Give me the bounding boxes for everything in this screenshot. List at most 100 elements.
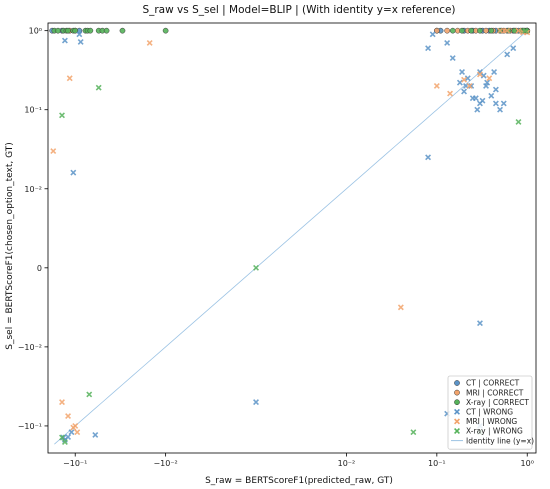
x-tick-label: 10⁻² bbox=[338, 459, 356, 468]
data-point bbox=[397, 304, 404, 311]
data-point bbox=[74, 429, 81, 436]
data-point bbox=[479, 97, 486, 104]
series-xray-wrong bbox=[59, 27, 529, 446]
data-points-layer bbox=[49, 27, 531, 446]
legend-label: X-ray | WRONG bbox=[466, 427, 523, 436]
data-point bbox=[61, 439, 68, 446]
data-point bbox=[522, 27, 529, 34]
data-point bbox=[425, 45, 432, 52]
y-tick-label: 0 bbox=[37, 264, 42, 273]
data-point bbox=[510, 45, 517, 52]
y-tick-label: −10⁻¹ bbox=[18, 422, 42, 431]
legend-marker bbox=[454, 399, 460, 406]
x-tick-label: 10⁻¹ bbox=[428, 459, 446, 468]
y-tick-label: 10⁻² bbox=[24, 185, 42, 194]
data-point bbox=[50, 148, 57, 155]
data-point bbox=[515, 118, 522, 125]
x-tick-label: −10⁻² bbox=[153, 459, 177, 468]
data-point bbox=[488, 92, 495, 99]
data-point bbox=[491, 69, 498, 75]
legend-label: CT | WRONG bbox=[466, 408, 513, 417]
legend-label: MRI | WRONG bbox=[466, 417, 517, 426]
data-point bbox=[456, 79, 463, 86]
data-point bbox=[68, 429, 75, 436]
x-axis-label: S_raw = BERTScoreF1(predicted_raw, GT) bbox=[205, 476, 393, 486]
data-point bbox=[459, 27, 465, 34]
y-tick-label: 10⁰ bbox=[29, 27, 42, 36]
data-point bbox=[497, 106, 503, 113]
x-tick-label: 10⁰ bbox=[521, 459, 534, 468]
data-point bbox=[66, 75, 73, 82]
data-point bbox=[461, 88, 468, 95]
data-point bbox=[492, 86, 499, 93]
data-point bbox=[459, 69, 466, 75]
data-point bbox=[65, 27, 71, 34]
data-point bbox=[449, 27, 456, 34]
data-point bbox=[477, 71, 483, 78]
data-point bbox=[95, 84, 102, 91]
data-point bbox=[92, 431, 99, 438]
legend-label: MRI | CORRECT bbox=[466, 388, 524, 397]
legend-box bbox=[447, 375, 533, 450]
legend-label: CT | CORRECT bbox=[466, 379, 520, 388]
chart-title: S_raw vs S_sel | Model=BLIP | (With iden… bbox=[142, 4, 455, 16]
series-ct-wrong bbox=[60, 31, 517, 443]
data-point bbox=[466, 82, 473, 89]
data-point bbox=[483, 27, 489, 34]
data-point bbox=[59, 399, 65, 406]
data-point bbox=[76, 31, 83, 38]
data-point bbox=[444, 27, 450, 34]
data-point bbox=[477, 27, 483, 34]
y-axis-label: S_sel = BERTScoreF1(chosen_option_text, … bbox=[5, 142, 15, 349]
data-point bbox=[72, 27, 79, 34]
legend-label: X-ray | CORRECT bbox=[466, 398, 529, 407]
data-point bbox=[469, 95, 476, 102]
x-tick-label: −10⁻¹ bbox=[63, 459, 87, 468]
data-point bbox=[488, 27, 495, 34]
data-point bbox=[461, 76, 468, 83]
y-tick-label: −10⁻² bbox=[18, 343, 42, 352]
identity-line bbox=[54, 30, 528, 445]
data-point bbox=[497, 27, 503, 34]
data-point bbox=[504, 51, 511, 58]
data-point bbox=[61, 37, 68, 44]
data-point bbox=[468, 27, 475, 34]
data-point bbox=[70, 169, 77, 176]
legend-marker bbox=[454, 428, 460, 434]
legend-marker bbox=[454, 380, 460, 386]
data-point bbox=[59, 112, 65, 119]
data-point bbox=[146, 39, 153, 46]
data-point bbox=[492, 100, 499, 107]
data-point bbox=[433, 27, 440, 34]
data-point bbox=[486, 75, 493, 82]
data-point bbox=[449, 55, 456, 62]
axis-ticks-layer: −10⁻¹ −10⁻² 10⁻² 10⁻¹ 10⁰ 10⁰ 10⁻¹ 10⁻² 0 −10⁻² −1… bbox=[18, 27, 534, 468]
data-point bbox=[500, 100, 507, 107]
data-point bbox=[511, 27, 518, 34]
data-point bbox=[77, 38, 84, 45]
data-point bbox=[55, 27, 61, 34]
data-point bbox=[70, 424, 77, 431]
data-point bbox=[87, 27, 94, 34]
data-point bbox=[65, 413, 72, 420]
data-point bbox=[504, 27, 511, 34]
data-point bbox=[477, 320, 483, 327]
identity-line-layer bbox=[54, 30, 528, 445]
data-point bbox=[410, 429, 417, 436]
legend-label: Identity line (y=x) bbox=[466, 436, 534, 445]
data-point bbox=[464, 75, 471, 82]
data-point bbox=[515, 27, 522, 34]
data-point bbox=[505, 27, 512, 34]
data-point bbox=[59, 434, 65, 441]
data-point bbox=[433, 82, 440, 89]
data-point bbox=[483, 82, 489, 89]
data-point bbox=[480, 72, 487, 79]
data-point bbox=[119, 27, 126, 34]
data-point bbox=[253, 264, 259, 271]
data-point bbox=[429, 31, 436, 38]
legend-marker bbox=[454, 408, 460, 415]
data-point bbox=[162, 27, 169, 34]
data-point bbox=[253, 399, 259, 406]
